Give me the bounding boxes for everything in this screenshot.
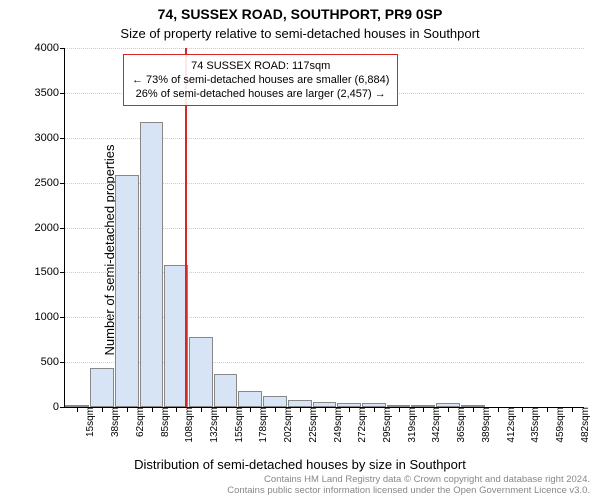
xtick-label: 482sqm: [572, 407, 591, 443]
chart-container: 74, SUSSEX ROAD, SOUTHPORT, PR9 0SP Size…: [0, 0, 600, 500]
xtick-label: 202sqm: [275, 407, 294, 443]
xtick-label: 155sqm: [226, 407, 245, 443]
footer-line-2: Contains public sector information licen…: [227, 485, 590, 496]
ytick-mark: [60, 407, 65, 408]
ytick-label: 1000: [35, 311, 59, 323]
ytick-mark: [60, 138, 65, 139]
ytick-mark: [60, 362, 65, 363]
xtick-label: 15sqm: [77, 407, 96, 437]
histogram-bar: [263, 396, 287, 407]
ytick-label: 4000: [35, 42, 59, 54]
ytick-label: 1500: [35, 266, 59, 278]
ytick-mark: [60, 93, 65, 94]
footer-line-1: Contains HM Land Registry data © Crown c…: [264, 474, 590, 485]
x-axis-label: Distribution of semi-detached houses by …: [0, 457, 600, 472]
xtick-label: 389sqm: [473, 407, 492, 443]
attribution-footer: Contains HM Land Registry data © Crown c…: [0, 474, 590, 496]
ytick-mark: [60, 48, 65, 49]
xtick-label: 85sqm: [152, 407, 171, 437]
histogram-bar: [288, 400, 312, 407]
histogram-bar: [214, 374, 238, 407]
xtick-label: 62sqm: [127, 407, 146, 437]
annotation-line-2: ← 73% of semi-detached houses are smalle…: [132, 74, 389, 86]
xtick-label: 459sqm: [547, 407, 566, 443]
xtick-label: 108sqm: [176, 407, 195, 443]
annotation-box: 74 SUSSEX ROAD: 117sqm ← 73% of semi-det…: [123, 54, 398, 106]
xtick-label: 342sqm: [423, 407, 442, 443]
ytick-label: 0: [53, 401, 59, 413]
histogram-plot: 0500100015002000250030003500400015sqm38s…: [64, 48, 584, 408]
ytick-label: 3500: [35, 87, 59, 99]
ytick-mark: [60, 228, 65, 229]
xtick-label: 365sqm: [448, 407, 467, 443]
xtick-label: 249sqm: [325, 407, 344, 443]
xtick-label: 295sqm: [374, 407, 393, 443]
ytick-mark: [60, 183, 65, 184]
histogram-bar: [189, 337, 213, 407]
gridline: [65, 48, 584, 49]
xtick-label: 272sqm: [349, 407, 368, 443]
xtick-label: 38sqm: [102, 407, 121, 437]
ytick-mark: [60, 272, 65, 273]
page-title: 74, SUSSEX ROAD, SOUTHPORT, PR9 0SP: [0, 6, 600, 22]
ytick-label: 500: [41, 356, 59, 368]
histogram-bar: [238, 391, 262, 407]
annotation-line-3: 26% of semi-detached houses are larger (…: [136, 88, 386, 100]
subtitle: Size of property relative to semi-detach…: [0, 26, 600, 41]
xtick-label: 435sqm: [522, 407, 541, 443]
xtick-label: 178sqm: [250, 407, 269, 443]
xtick-label: 412sqm: [498, 407, 517, 443]
annotation-line-1: 74 SUSSEX ROAD: 117sqm: [191, 60, 330, 72]
ytick-label: 3000: [35, 132, 59, 144]
ytick-mark: [60, 317, 65, 318]
ytick-label: 2500: [35, 177, 59, 189]
histogram-bar: [90, 368, 114, 407]
ytick-label: 2000: [35, 222, 59, 234]
xtick-label: 319sqm: [399, 407, 418, 443]
histogram-bar: [115, 175, 139, 407]
xtick-label: 132sqm: [201, 407, 220, 443]
xtick-label: 225sqm: [300, 407, 319, 443]
histogram-bar: [140, 122, 164, 407]
